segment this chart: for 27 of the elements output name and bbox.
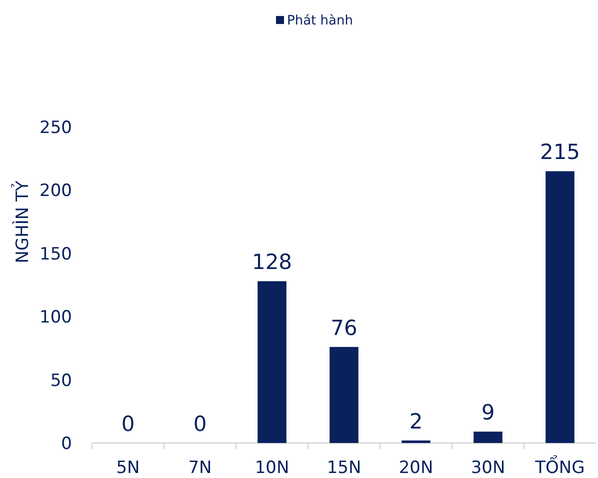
y-tick-label: 200 bbox=[40, 181, 72, 202]
bar bbox=[258, 281, 286, 443]
data-label: 2 bbox=[409, 409, 423, 434]
data-label: 76 bbox=[330, 316, 358, 340]
x-tick-label: 10N bbox=[254, 458, 290, 478]
legend-label: Phát hành bbox=[287, 14, 353, 29]
x-tick-label: 7N bbox=[188, 458, 212, 478]
x-tick-label: 5N bbox=[116, 458, 140, 478]
y-axis-title: NGHÌN TỶ bbox=[11, 180, 33, 264]
y-tick-label: 50 bbox=[50, 370, 72, 391]
x-tick-label: 15N bbox=[326, 458, 362, 478]
x-tick-label: 20N bbox=[398, 458, 434, 478]
y-tick-label: 100 bbox=[40, 308, 72, 328]
y-tick-label: 150 bbox=[40, 244, 72, 264]
bar bbox=[474, 432, 502, 443]
data-label: 9 bbox=[481, 400, 495, 425]
data-label: 128 bbox=[252, 250, 292, 274]
x-tick-label: TỔNG bbox=[534, 455, 585, 478]
bar bbox=[402, 440, 430, 443]
bar bbox=[546, 171, 574, 443]
bar bbox=[330, 346, 358, 443]
y-tick-label: 250 bbox=[40, 118, 72, 138]
x-tick-label: 30N bbox=[470, 458, 506, 478]
data-label: 0 bbox=[121, 412, 135, 436]
data-label: 0 bbox=[193, 412, 207, 436]
y-tick-label: 0 bbox=[61, 434, 72, 454]
data-label: 215 bbox=[540, 140, 580, 164]
